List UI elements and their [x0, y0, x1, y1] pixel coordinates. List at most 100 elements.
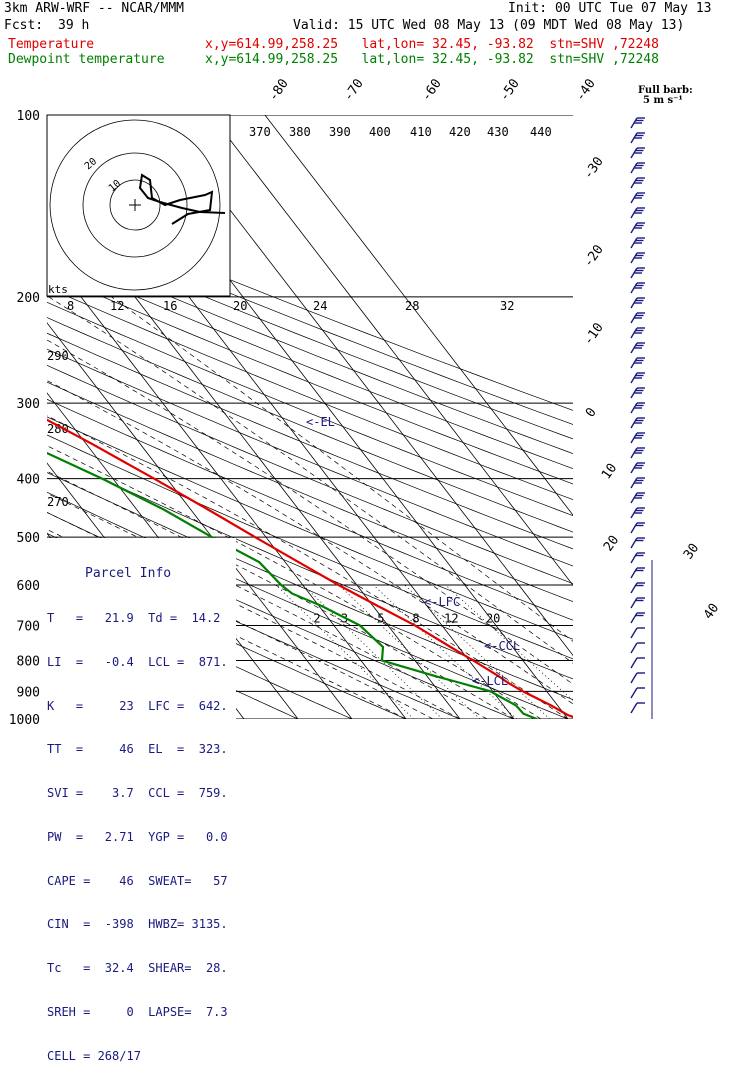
wind-barb [630, 657, 638, 669]
upper-isotherm-label: 28 [405, 299, 419, 313]
dry-adiabat [47, 287, 573, 501]
dry-adiabat [47, 258, 573, 470]
dry-adiabat [47, 332, 573, 550]
barb-legend-units: 5 m s⁻¹ [643, 95, 683, 106]
wind-barb [630, 537, 638, 549]
pressure-tick-label: 300 [17, 397, 40, 412]
valid-time: Valid: 15 UTC Wed 08 May 13 (09 MDT Wed … [293, 18, 685, 33]
left-theta-label: 280 [47, 422, 69, 436]
pressure-tick-label: 600 [17, 579, 40, 594]
moist-adiabat [47, 445, 542, 719]
moist-adiabat [48, 296, 573, 664]
temperature-axis-label: 20 [601, 533, 622, 554]
theta-label: 440 [530, 125, 552, 139]
level-marker-lcl: <-LCL [472, 674, 508, 688]
pressure-tick-label: 700 [17, 619, 40, 634]
wind-barb [630, 642, 638, 654]
temperature-legend-label: Temperature [8, 37, 95, 52]
left-theta-label: 290 [47, 349, 69, 363]
wind-barb [630, 567, 638, 579]
level-markers: <-EL <-LFC <-CCL <-LCL [306, 415, 520, 688]
pressure-tick-label: 200 [17, 291, 40, 306]
barb-legend-title: Full barb: [638, 85, 693, 96]
dry-adiabat [47, 364, 573, 585]
moist-adiabat [47, 339, 573, 685]
isotherm-line [47, 252, 407, 719]
upper-isotherm-label: 20 [233, 299, 247, 313]
level-marker-ccl: <-CCL [484, 639, 520, 653]
isotherm-line [47, 322, 353, 719]
mixing-ratio-label: 8 [412, 611, 419, 625]
dewpoint-legend-info: x,y=614.99,258.25 lat,lon= 32.45, -93.82… [205, 52, 659, 67]
upper-isotherm-label: 12 [110, 299, 124, 313]
wind-barb [630, 702, 638, 714]
wind-barb [630, 687, 638, 699]
wind-barbs [630, 117, 653, 719]
pressure-tick-label: 500 [17, 531, 40, 546]
mixing-ratio-line [275, 584, 414, 719]
dry-adiabat [47, 203, 573, 411]
wind-barb [630, 522, 638, 534]
temperature-axis-label: -20 [581, 242, 607, 270]
dewpoint-legend-label: Dewpoint temperature [8, 52, 165, 67]
parcel-row: Tc = 32.4 SHEAR= 28. [47, 961, 228, 976]
temperature-axis-label: -40 [573, 76, 599, 104]
temperature-profile [47, 418, 573, 719]
dry-adiabat [47, 576, 353, 719]
sounding-profiles [47, 418, 573, 719]
mixing-ratio-label: 12 [444, 611, 458, 625]
parcel-row: T = 21.9 Td = 14.2 [47, 610, 221, 625]
upper-isotherm-label: 24 [313, 299, 327, 313]
temperature-axis-label: -70 [341, 76, 367, 104]
parcel-row: CAPE = 46 SWEAT= 57 [47, 873, 228, 888]
parcel-info-title: Parcel Info [85, 566, 172, 582]
temperature-axis-label: 40 [701, 601, 722, 622]
hodograph-units: kts [48, 283, 68, 296]
hodograph-ring [49, 119, 221, 291]
moist-adiabat [47, 380, 573, 705]
hodograph-trace [138, 173, 226, 225]
wind-barb [630, 597, 638, 609]
theta-label: 420 [449, 125, 471, 139]
wind-barb [630, 552, 638, 564]
dry-adiabat [47, 453, 573, 680]
mixing-ratio-label: 2 [313, 611, 320, 625]
dry-adiabat [47, 217, 573, 425]
dry-adiabat [47, 416, 573, 640]
init-time: Init: 00 UTC Tue 07 May 13 [508, 1, 712, 16]
parcel-row: SVI = 3.7 CCL = 759. [47, 786, 228, 801]
left-theta-label: 270 [47, 495, 69, 509]
theta-label: 370 [249, 125, 271, 139]
dry-adiabat [47, 348, 573, 567]
theta-label: 410 [410, 125, 432, 139]
dry-adiabat [47, 272, 573, 485]
pressure-tick-label: 100 [17, 109, 40, 124]
wind-barb [630, 582, 638, 594]
parcel-row: CELL = 268/17 [47, 1048, 141, 1063]
pressure-tick-label: 1000 [9, 713, 40, 728]
temperature-axis-label: -50 [497, 76, 523, 104]
upper-isotherm-label: 16 [163, 299, 177, 313]
pressure-tick-label: 900 [17, 685, 40, 700]
temperature-axis-label: -80 [266, 76, 292, 104]
pressure-tick-label: 400 [17, 473, 40, 488]
dry-adiabat [47, 398, 573, 621]
wind-barb [630, 612, 638, 624]
moist-adiabat [47, 529, 434, 719]
parcel-row: LI = -0.4 LCL = 871. [47, 654, 228, 669]
mixing-ratio-label: 5 [377, 611, 384, 625]
wind-barb [630, 672, 638, 684]
dry-adiabat [47, 472, 573, 701]
level-marker-lfc: <-LFC [424, 595, 460, 609]
temperature-axis-label: -60 [419, 76, 445, 104]
theta-label: 380 [289, 125, 311, 139]
theta-label: 400 [369, 125, 391, 139]
isotherm-line [156, 115, 573, 657]
level-marker-el: <-EL [306, 415, 335, 429]
upper-isotherm-label: 32 [500, 299, 514, 313]
moist-adiabat [47, 470, 515, 719]
dry-adiabat [47, 381, 573, 603]
mixing-ratio-label: 20 [486, 611, 500, 625]
